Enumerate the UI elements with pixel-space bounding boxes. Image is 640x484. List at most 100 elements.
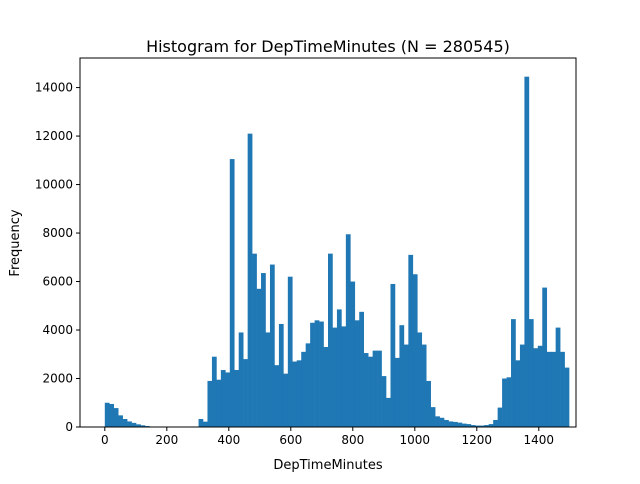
histogram-bar [444, 420, 449, 427]
histogram-bar [261, 273, 266, 427]
x-tick-label: 1200 [462, 433, 493, 447]
histogram-bar [399, 325, 404, 427]
histogram-bar [395, 358, 400, 427]
histogram-bar [556, 328, 561, 427]
histogram-bar [391, 284, 396, 427]
histogram-bar [368, 357, 373, 427]
y-tick-label: 8000 [42, 226, 73, 240]
histogram-bar [417, 332, 422, 427]
x-axis-label: DepTimeMinutes [273, 458, 382, 473]
histogram-bar [283, 374, 288, 427]
histogram-bar [565, 368, 570, 427]
histogram-bar [426, 381, 431, 427]
histogram-bar [382, 376, 387, 427]
histogram-bar [413, 274, 418, 427]
x-tick-label: 800 [341, 433, 364, 447]
histogram-bar [118, 415, 123, 427]
x-tick-label: 600 [279, 433, 302, 447]
y-axis-ticks: 0 2000 4000 6000 8000 10000 12000 14000 [35, 81, 80, 434]
chart-title: Histogram for DepTimeMinutes (N = 280545… [146, 37, 510, 56]
histogram-bar [310, 323, 315, 427]
histogram-bar [431, 407, 436, 427]
histogram-bar [341, 326, 346, 427]
histogram-bar [279, 324, 284, 427]
histogram-bar [230, 159, 235, 427]
histogram-bar [127, 421, 132, 427]
histogram-bar [453, 422, 458, 427]
histogram-bar [114, 408, 119, 427]
y-tick-label: 0 [65, 420, 73, 434]
y-tick-label: 4000 [42, 323, 73, 337]
x-tick-label: 400 [217, 433, 240, 447]
histogram-bar [105, 403, 110, 427]
histogram-bar [306, 343, 311, 427]
y-tick-label: 2000 [42, 372, 73, 386]
histogram-bar [324, 347, 329, 427]
y-tick-label: 10000 [35, 178, 73, 192]
histogram-bar [538, 346, 543, 427]
histogram-bar [266, 332, 271, 427]
histogram-bar [457, 423, 462, 427]
histogram-bar [422, 345, 427, 427]
histogram-bar [560, 352, 565, 427]
histogram-bar [346, 234, 351, 427]
histogram-bar [404, 345, 409, 427]
histogram-bar [533, 348, 538, 427]
x-tick-label: 0 [101, 433, 109, 447]
histogram-bar [524, 77, 529, 427]
histogram-bar [288, 277, 293, 427]
histogram-bar [239, 332, 244, 427]
histogram-bar [498, 408, 503, 427]
histogram-bar [132, 423, 137, 427]
histogram-bar [507, 377, 512, 427]
histogram-bar [270, 265, 275, 427]
x-tick-label: 1400 [524, 433, 555, 447]
histogram-bar [542, 288, 547, 427]
histogram-bar [359, 312, 364, 427]
x-tick-label: 1000 [400, 433, 431, 447]
bars-group [105, 77, 570, 427]
histogram-bar [257, 289, 262, 427]
histogram-bar [511, 319, 516, 427]
histogram-bar [225, 372, 230, 427]
histogram-bar [529, 319, 534, 427]
histogram-bar [373, 351, 378, 427]
histogram-bar [355, 320, 360, 427]
histogram-bar [364, 353, 369, 427]
histogram-bar [207, 381, 212, 427]
histogram-bar [221, 370, 226, 427]
histogram-bar [292, 362, 297, 427]
histogram-bar [462, 424, 467, 427]
histogram-bar [377, 351, 382, 427]
y-tick-label: 12000 [35, 129, 73, 143]
histogram-bar [332, 328, 337, 427]
histogram-bar [551, 352, 556, 427]
histogram-bar [315, 320, 320, 427]
x-tick-label: 200 [155, 433, 178, 447]
histogram-bar [123, 419, 128, 427]
histogram-bar [274, 365, 279, 427]
histogram-bar [248, 134, 253, 427]
histogram-bar [337, 309, 342, 427]
histogram-bar [301, 352, 306, 427]
histogram-bar [493, 420, 498, 427]
histogram-bar [515, 360, 520, 427]
x-axis-ticks: 0 200 400 600 800 1000 1200 1400 [101, 427, 554, 447]
histogram-bar [252, 254, 257, 427]
histogram-bar [243, 359, 248, 427]
histogram-bar [350, 282, 355, 427]
y-tick-label: 14000 [35, 81, 73, 95]
histogram-bar [520, 345, 525, 427]
histogram-bar [203, 422, 208, 427]
histogram-bar [212, 357, 217, 427]
histogram-bar [199, 419, 204, 427]
histogram-bar [234, 370, 239, 427]
y-axis-label: Frequency [8, 209, 23, 276]
y-tick-label: 6000 [42, 275, 73, 289]
histogram-bar [408, 255, 413, 427]
histogram-bar [328, 254, 333, 427]
histogram-bar [319, 322, 324, 427]
histogram-bar [109, 404, 114, 427]
histogram-bar [216, 380, 221, 427]
